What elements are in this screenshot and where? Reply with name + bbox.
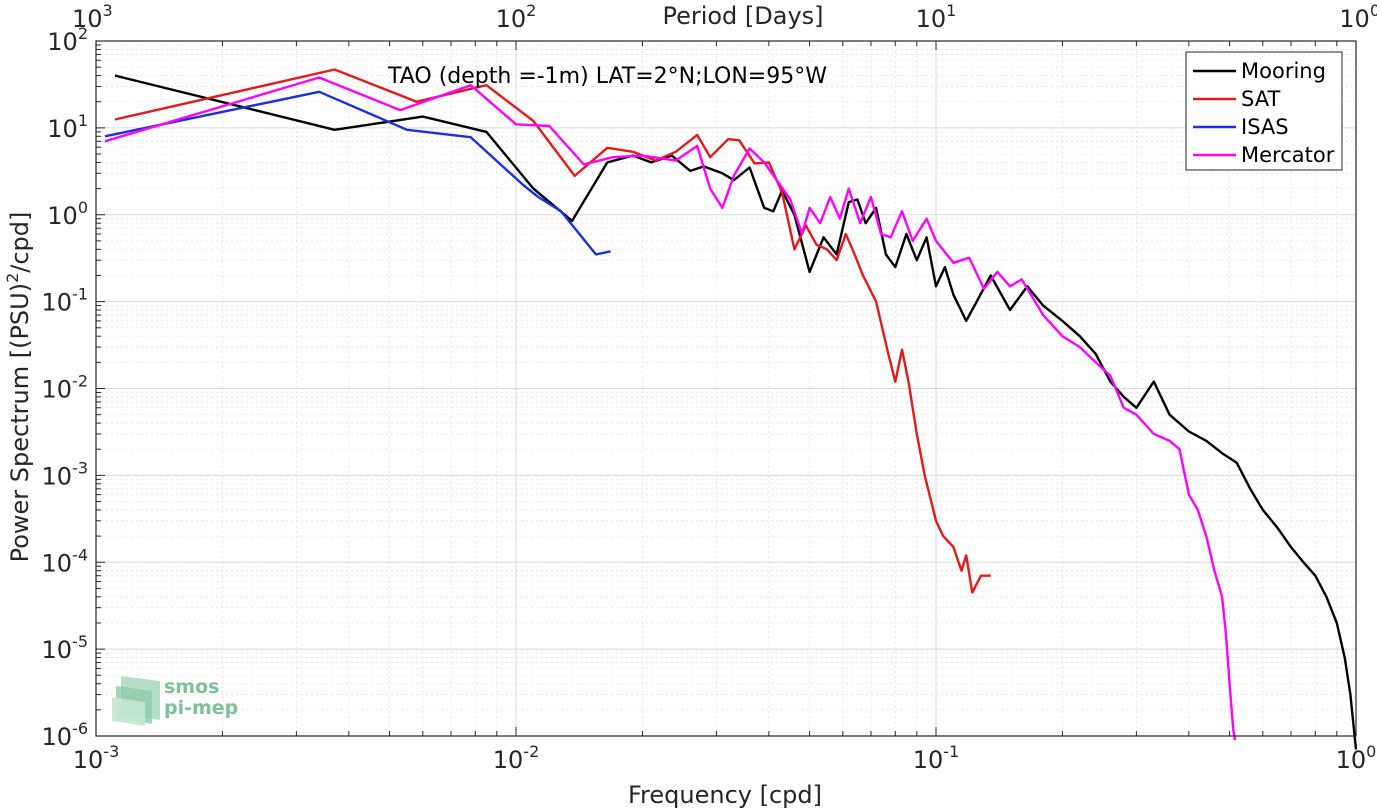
y-tick-label: 10-1 (42, 285, 89, 317)
y-tick-label: 101 (47, 111, 88, 143)
legend-label-mercator: Mercator (1241, 143, 1335, 167)
y-axis-label-main: Power Spectrum [(PSU) (6, 283, 34, 562)
legend-label-sat: SAT (1241, 87, 1280, 111)
logo-text-smos: smos (164, 676, 219, 698)
top-tick-labels: 103 102 101 100 (72, 1, 1377, 33)
x-tick-label: 10-1 (913, 742, 960, 774)
y-tick-labels: 102 101 100 10-1 10-2 10-3 10-4 10-5 10-6 (42, 24, 89, 751)
series-line-mercator (104, 76, 1237, 741)
top-tick-label: 101 (916, 1, 957, 33)
y-tick-label: 10-4 (42, 545, 89, 577)
logo-wave-icon (112, 676, 160, 726)
tick-marks (95, 40, 1357, 737)
y-tick-label: 102 (47, 24, 88, 56)
legend-label-mooring: Mooring (1241, 59, 1326, 83)
y-tick-label: 10-3 (42, 458, 89, 490)
logo-text-pi-mep: pi-mep (164, 697, 238, 719)
top-tick-label: 103 (72, 1, 113, 33)
smos-pi-mep-logo: smos pi-mep (112, 676, 238, 726)
series-line-sat (114, 68, 991, 594)
y-axis-label-tail: /cpd] (6, 212, 34, 273)
x-tick-label: 10-2 (493, 742, 540, 774)
top-tick-label: 102 (496, 1, 537, 33)
legend-label-isas: ISAS (1241, 115, 1289, 139)
y-tick-label: 10-6 (42, 719, 89, 751)
x-tick-label: 10-3 (73, 742, 120, 774)
minor-grid (96, 41, 1356, 736)
legend-items: Mooring SAT ISAS Mercator (1193, 59, 1335, 167)
chart-annotation: TAO (depth =-1m) LAT=2°N;LON=95°W (387, 64, 827, 89)
y-axis-label: Power Spectrum [(PSU)2/cpd] (3, 212, 34, 563)
top-axis-label: Period [Days] (662, 2, 823, 30)
y-tick-label: 10-5 (42, 632, 89, 664)
top-tick-label: 100 (1339, 1, 1377, 33)
x-tick-labels: 10-3 10-2 10-1 100 (73, 742, 1377, 774)
series-line-mooring (114, 74, 1358, 750)
x-axis-label: Frequency [cpd] (628, 781, 822, 809)
major-grid (95, 41, 1356, 737)
y-tick-label: 100 (47, 198, 88, 230)
legend: Mooring SAT ISAS Mercator (1185, 51, 1343, 171)
series-line-isas (104, 90, 611, 256)
series-layer (104, 68, 1358, 750)
y-tick-label: 10-2 (42, 372, 89, 404)
x-tick-label: 100 (1336, 742, 1377, 774)
y-axis-label-superscript: 2 (3, 273, 22, 283)
